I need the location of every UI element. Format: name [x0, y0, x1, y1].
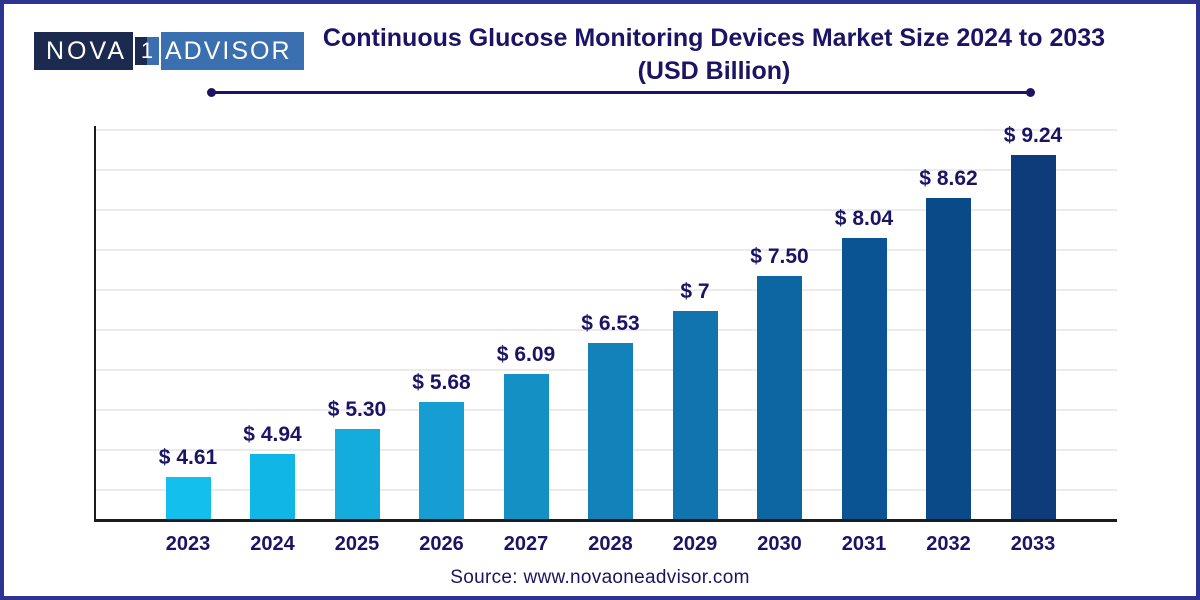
x-axis-tick-label: 2030 [757, 533, 802, 555]
x-axis-tick-label: 2026 [419, 533, 464, 555]
bar-value-label: $ 9.24 [1003, 124, 1063, 147]
bar-2027: $ 6.09 2027 [497, 343, 555, 555]
nova-one-advisor-logo: NOVA 1 ADVISOR [34, 32, 304, 70]
chart-title-line1: Continuous Glucose Monitoring Devices Ma… [322, 24, 1106, 52]
gridline [96, 249, 1117, 251]
logo-text-nova: NOVA [34, 32, 133, 70]
chart-title-line2: (USD Billion) [637, 57, 791, 85]
bar-value-label: $ 4.94 [243, 423, 302, 446]
logo-one-box: 1 [133, 35, 161, 67]
bar-2025: $ 5.30 2025 [328, 398, 386, 555]
x-axis-tick-label: 2029 [672, 533, 718, 555]
bar-value-label: $ 4.61 [158, 446, 218, 469]
bar-value-label: $ 8.04 [834, 207, 894, 230]
plot-area: $ 4.61 2023 $ 4.94 2024 $ 5.30 2025 $ 5.68 2026… [94, 124, 1117, 555]
gridline [96, 129, 1117, 131]
bar-2031: $ 8.04 2031 [835, 207, 893, 555]
bar-value-label: $ 7 [680, 280, 710, 303]
underline-dot-left [207, 88, 216, 97]
chart-title: Continuous Glucose Monitoring Devices Ma… [244, 22, 1184, 88]
bar-2033: $ 9.24 2033 [1004, 124, 1062, 555]
gridline [96, 329, 1117, 331]
x-axis-tick-label: 2024 [250, 533, 295, 555]
x-axis-tick-label: 2033 [1010, 533, 1056, 555]
gridline [96, 169, 1117, 171]
x-axis-tick-label: 2023 [165, 533, 211, 555]
underline-dot-right [1026, 88, 1035, 97]
bar-2023: $ 4.61 2023 [159, 446, 217, 555]
x-axis-tick-label: 2031 [841, 533, 887, 555]
bar-2028: $ 6.53 2028 [581, 312, 639, 555]
bar-value-label: $ 5.68 [412, 371, 471, 394]
bar-2029: $ 7 2029 [672, 280, 718, 555]
bar-value-label: $ 5.30 [327, 398, 387, 421]
gridline [96, 209, 1117, 211]
x-axis-tick-label: 2027 [503, 533, 549, 555]
bar-2030: $ 7.50 2030 [750, 245, 808, 555]
bar-2032: $ 8.62 2032 [919, 167, 977, 555]
bar-value-label: $ 6.53 [581, 312, 640, 335]
x-axis-tick-label: 2028 [588, 533, 633, 555]
source-text: Source: www.novaoneadvisor.com [450, 567, 750, 588]
title-underline [207, 88, 1035, 97]
x-axis-tick-label: 2025 [334, 533, 380, 555]
bar-value-label: $ 7.50 [750, 245, 809, 268]
bar-2024: $ 4.94 2024 [243, 423, 301, 555]
gridline [96, 289, 1117, 291]
bar-value-label: $ 8.62 [919, 167, 978, 190]
x-axis-tick-label: 2032 [926, 533, 971, 555]
logo-text-advisor: ADVISOR [161, 32, 304, 70]
bar-value-label: $ 6.09 [496, 343, 556, 366]
bar-2026: $ 5.68 2026 [412, 371, 470, 555]
